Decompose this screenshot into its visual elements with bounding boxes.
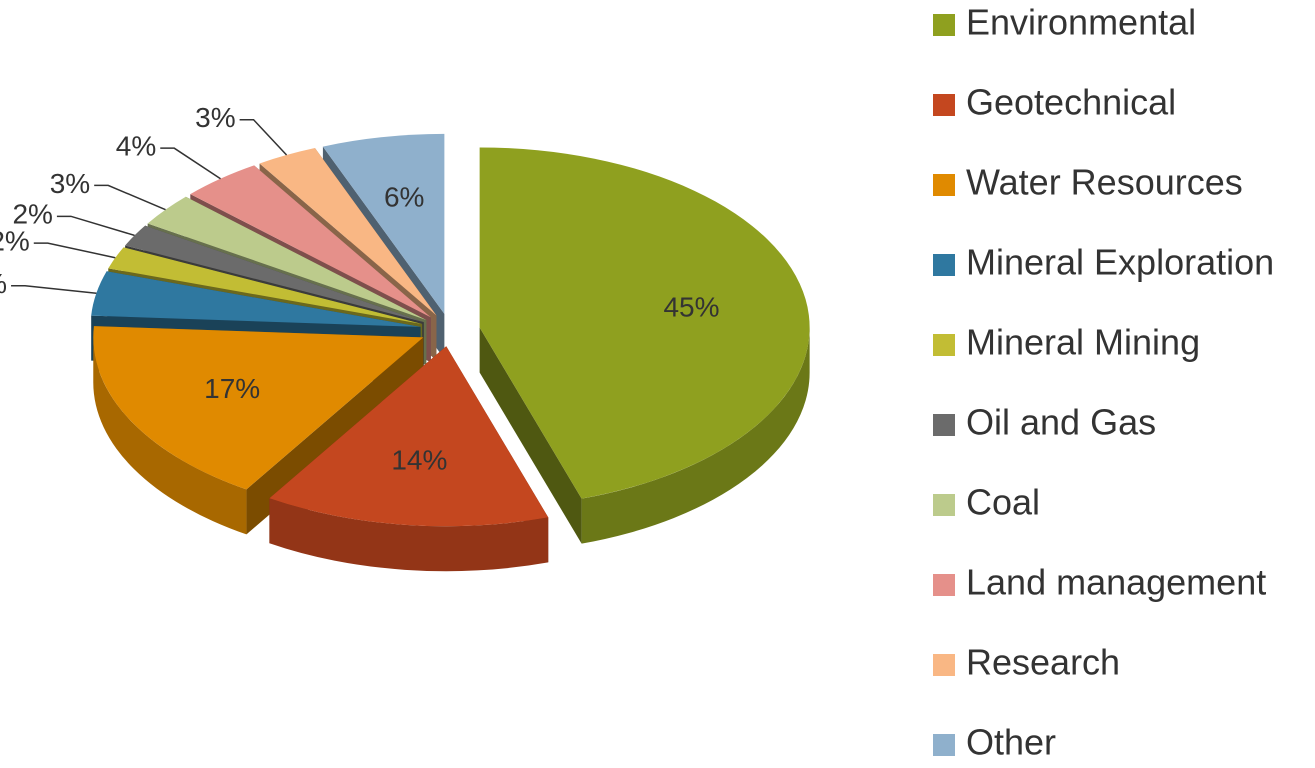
- legend-label: Mineral Exploration: [966, 242, 1274, 283]
- data-label: 4%: [0, 268, 7, 299]
- slice: [108, 247, 423, 324]
- legend-item: Land management: [933, 562, 1266, 603]
- data-label: 3%: [50, 168, 90, 199]
- legend-label: Other: [966, 722, 1056, 763]
- legend-swatch: [933, 654, 955, 676]
- legend-swatch: [933, 94, 955, 116]
- legend-label: Environmental: [966, 2, 1196, 43]
- legend-label: Water Resources: [966, 162, 1243, 203]
- leader-line: [239, 119, 288, 156]
- slice: [479, 147, 810, 499]
- data-label: 17%: [204, 373, 260, 404]
- slice-group: [479, 147, 810, 544]
- slice-side: [269, 498, 549, 572]
- legend-swatch: [933, 254, 955, 276]
- legend-item: Geotechnical: [933, 82, 1176, 123]
- legend-item: Water Resources: [933, 162, 1243, 203]
- legend-item: Research: [933, 642, 1120, 683]
- slice-wall: [479, 327, 582, 544]
- legend-item: Coal: [933, 482, 1040, 523]
- slice: [190, 165, 431, 318]
- leader-line: [11, 285, 97, 294]
- legend-item: Other: [933, 722, 1056, 763]
- pie: [91, 133, 810, 572]
- leader-line: [56, 215, 135, 237]
- legend-swatch: [933, 414, 955, 436]
- data-label: 4%: [116, 131, 156, 162]
- slice-side: [93, 337, 247, 535]
- slice: [91, 271, 421, 327]
- legend-swatch: [933, 334, 955, 356]
- legend-label: Land management: [966, 562, 1266, 603]
- slice: [322, 133, 445, 314]
- data-label: 14%: [391, 445, 447, 476]
- legend-swatch: [933, 734, 955, 756]
- legend-swatch: [933, 494, 955, 516]
- legend-label: Coal: [966, 482, 1040, 523]
- legend-swatch: [933, 174, 955, 196]
- legend-label: Geotechnical: [966, 82, 1176, 123]
- legend-item: Environmental: [933, 2, 1196, 43]
- slice: [259, 148, 437, 316]
- data-label: 3%: [195, 102, 235, 133]
- slice: [93, 326, 424, 490]
- data-label: 2%: [0, 226, 30, 257]
- legend-label: Oil and Gas: [966, 402, 1156, 443]
- leader-line: [94, 184, 166, 211]
- leader-line: [33, 242, 116, 259]
- slice-side: [581, 327, 810, 544]
- legend-item: Oil and Gas: [933, 402, 1156, 443]
- legend: Environmental Geotechnical Water Resources…: [933, 2, 1274, 763]
- legend-label: Mineral Mining: [966, 322, 1200, 363]
- legend-item: Mineral Mining: [933, 322, 1200, 363]
- leader-line: [160, 147, 221, 180]
- legend-swatch: [933, 14, 955, 36]
- slice-group: [269, 346, 549, 572]
- slice: [147, 196, 427, 320]
- slice: [125, 225, 424, 323]
- legend-label: Research: [966, 642, 1120, 683]
- legend-item: Mineral Exploration: [933, 242, 1274, 283]
- data-label: 45%: [663, 292, 719, 323]
- legend-swatch: [933, 574, 955, 596]
- data-label: 2%: [12, 199, 52, 230]
- data-label: 6%: [384, 181, 424, 212]
- slice: [269, 346, 549, 527]
